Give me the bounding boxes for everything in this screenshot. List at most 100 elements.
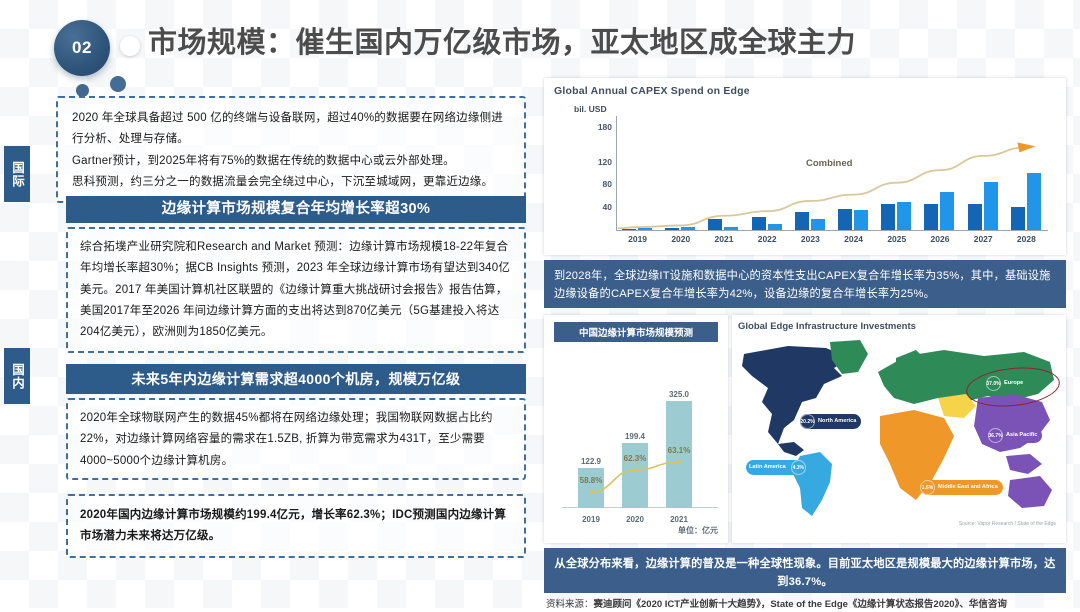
source-prefix: 资料来源： — [546, 599, 594, 610]
intro-text: 2020 年全球具备超过 500 亿的终端与设备联网，超过40%的数据要在网络边… — [72, 112, 503, 188]
international-text: 综合拓墣产业研究院和Research and Market 预测：边缘计算市场规… — [80, 241, 511, 339]
capex-bar-group — [962, 116, 1005, 230]
china-growth-label: 63.1% — [667, 446, 691, 455]
map-region-name: Middle East and Africa — [938, 483, 998, 490]
capex-bar — [681, 227, 696, 230]
domestic-highlight-text: 2020年国内边缘计算市场规模约199.4亿元，增长率62.3%；IDC预测国内… — [80, 509, 507, 543]
capex-bar — [838, 208, 852, 230]
capex-x-tick-label: 2020 — [671, 234, 691, 244]
china-x-tick-label: 2019 — [582, 515, 600, 524]
capex-plot-area: bil. USD 40 80 120 180 2019 2020 2021 2022 2023… — [554, 100, 1059, 248]
source-line: 资料来源：赛迪顾问《2020 ICT产业创新十大趋势》，State of the… — [546, 598, 1066, 612]
domestic-text-box: 2020年全球物联网产生的数据45%都将在网络边缘处理；我国物联网数据占比约22… — [66, 398, 526, 480]
china-plot-area: 122.9 2019 199.4 2020 325.0 2021 58.8% 62.3% 63… — [548, 342, 724, 535]
capex-x-tick-label: 2028 — [1016, 234, 1036, 244]
map-region-north-america — [742, 346, 850, 444]
capex-x-tick-label: 2025 — [887, 234, 907, 244]
capex-bar — [751, 216, 766, 230]
decorative-dot-small-1 — [76, 84, 89, 97]
capex-bar — [794, 211, 809, 230]
china-growth-label: 62.3% — [623, 454, 647, 463]
china-unit-label: 单位：亿元 — [678, 526, 718, 535]
map-region-middle-east — [938, 394, 976, 418]
china-market-chart-title: 中国边缘计算市场规模预测 — [554, 322, 718, 342]
global-map-area: 20.2% North America 37.0% Europe 36.7% Asia P… — [738, 332, 1062, 528]
capex-x-tick-label: 2024 — [844, 234, 864, 244]
capex-bar — [767, 224, 782, 230]
map-note: 从全球分布来看，边缘计算的普及是一种全球性现象。目前亚太地区是规模最大的边缘计算… — [544, 548, 1066, 593]
capex-bar-group — [789, 116, 832, 230]
map-region-name: Europe — [1004, 379, 1024, 386]
map-region-badge: 37.0% Europe — [986, 376, 1029, 391]
map-region-value: 20.2% — [800, 414, 815, 429]
decorative-dot-small-2 — [110, 76, 126, 92]
capex-x-tick-label: 2019 — [628, 234, 648, 244]
capex-bar-group — [1005, 116, 1048, 230]
china-bar-value: 122.9 — [580, 456, 602, 466]
domestic-text: 2020年全球物联网产生的数据45%都将在网络边缘处理；我国物联网数据占比约22… — [80, 412, 493, 467]
map-region-value: 4.3% — [790, 460, 806, 475]
capex-bar — [983, 181, 998, 230]
capex-x-tick-label: 2027 — [973, 234, 993, 244]
slide-header: 02 市场规模：催生国内万亿级市场，亚太地区成全球主力 — [0, 0, 1080, 97]
capex-bar — [1010, 206, 1025, 230]
map-region-badge: 36.7% Asia Pacific — [988, 428, 1043, 443]
map-source-note: Source: Vapor Research / State of the Ed… — [958, 521, 1056, 527]
capex-bar — [724, 226, 739, 230]
section-number-badge: 02 — [54, 20, 110, 76]
capex-bar-group — [746, 116, 789, 230]
capex-y-tick-label: 120 — [597, 156, 612, 167]
map-region-value: 37.0% — [986, 376, 1001, 391]
right-content-column: Global Annual CAPEX Spend on Edge bil. U… — [544, 78, 1066, 610]
map-region-badge: 20.2% North America — [800, 414, 862, 429]
decorative-dot-white — [120, 36, 140, 56]
side-tab-domestic-label: 国内 — [10, 362, 24, 390]
china-bar — [578, 467, 604, 508]
map-region-name: North America — [818, 417, 857, 424]
left-content-column: 2020 年全球具备超过 500 亿的终端与设备联网，超过40%的数据要在网络边… — [28, 96, 526, 582]
china-x-tick-label: 2021 — [670, 515, 688, 524]
capex-chart-panel: Global Annual CAPEX Spend on Edge bil. U… — [544, 78, 1066, 255]
capex-bar-group — [918, 116, 961, 230]
capex-bar — [940, 192, 955, 230]
global-map-panel: Global Edge Infrastructure Investments — [732, 315, 1066, 543]
band-domestic-heading: 未来5年内边缘计算需求超4000个机房，规模万亿级 — [66, 364, 526, 394]
map-region-greenland — [830, 340, 868, 374]
map-region-badge: Latin America 4.3% — [746, 460, 806, 475]
capex-bar — [638, 228, 652, 230]
capex-y-axis — [616, 116, 617, 230]
capex-bar-group — [702, 116, 745, 230]
capex-bar — [854, 210, 868, 230]
capex-bar-group — [875, 116, 918, 230]
china-market-chart-panel: 中国边缘计算市场规模预测 122.9 2019 199.4 2020 325.0 2021… — [544, 315, 728, 543]
map-region-name: Latin America — [749, 463, 786, 470]
side-tab-international-label: 国际 — [10, 160, 24, 188]
map-region-central-america — [778, 442, 804, 456]
capex-bar — [881, 204, 896, 230]
capex-bar-group — [616, 116, 659, 230]
band-international-heading: 边缘计算市场规模复合年均增长率超30% — [66, 196, 526, 223]
capex-combined-label: Combined — [806, 158, 853, 169]
capex-y-tick-label: 80 — [602, 179, 612, 190]
side-tab-domestic[interactable]: 国内 — [4, 348, 30, 404]
side-tab-international[interactable]: 国际 — [4, 146, 30, 202]
capex-y-axis-label: bil. USD — [574, 104, 607, 114]
capex-bar-group — [659, 116, 702, 230]
china-bar — [622, 442, 648, 508]
capex-y-tick-label: 180 — [597, 122, 612, 133]
intro-text-box: 2020 年全球具备超过 500 亿的终端与设备联网，超过40%的数据要在网络边… — [56, 96, 526, 204]
capex-bar — [622, 229, 636, 230]
china-bar-value: 199.4 — [624, 431, 646, 441]
china-bar-value: 325.0 — [668, 390, 690, 400]
capex-bar — [810, 219, 825, 230]
capex-chart-title: Global Annual CAPEX Spend on Edge — [554, 85, 750, 97]
global-map-title: Global Edge Infrastructure Investments — [738, 321, 916, 332]
capex-bar — [708, 219, 723, 230]
capex-x-tick-label: 2026 — [930, 234, 950, 244]
capex-bar — [924, 204, 939, 230]
capex-x-axis — [616, 230, 1048, 231]
source-body: 赛迪顾问《2020 ICT产业创新十大趋势》，State of the Edge… — [593, 599, 1007, 610]
capex-bar — [967, 203, 982, 230]
capex-x-tick-label: 2022 — [757, 234, 777, 244]
domestic-highlight-box: 2020年国内边缘计算市场规模约199.4亿元，增长率62.3%；IDC预测国内… — [66, 494, 526, 558]
